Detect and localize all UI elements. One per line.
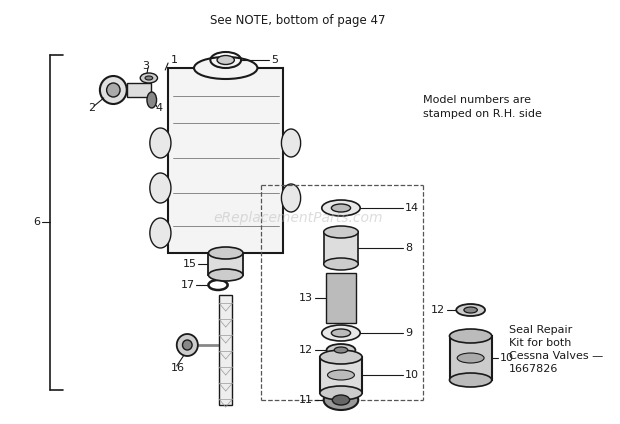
Text: Seal Repair: Seal Repair <box>509 325 572 335</box>
Text: Model numbers are: Model numbers are <box>423 95 531 105</box>
Text: 1667826: 1667826 <box>509 364 559 374</box>
Text: Kit for both: Kit for both <box>509 338 572 348</box>
Ellipse shape <box>322 325 360 341</box>
Bar <box>450 336 492 380</box>
Bar <box>168 68 283 253</box>
Ellipse shape <box>177 334 198 356</box>
Ellipse shape <box>324 390 358 410</box>
Ellipse shape <box>324 258 358 270</box>
Text: 5: 5 <box>271 55 278 65</box>
Ellipse shape <box>457 353 484 363</box>
Text: 10: 10 <box>500 353 513 363</box>
Bar <box>126 83 151 97</box>
Bar <box>219 295 232 405</box>
Text: 10: 10 <box>405 370 419 380</box>
Text: eReplacementParts.com: eReplacementParts.com <box>213 211 383 225</box>
Ellipse shape <box>327 344 355 356</box>
Text: 1: 1 <box>171 55 178 65</box>
Text: 2: 2 <box>89 103 95 113</box>
Text: 13: 13 <box>299 293 313 303</box>
Ellipse shape <box>450 329 492 343</box>
Ellipse shape <box>450 373 492 387</box>
Ellipse shape <box>147 92 157 108</box>
Ellipse shape <box>182 340 192 350</box>
Ellipse shape <box>107 83 120 97</box>
Text: 11: 11 <box>299 395 313 405</box>
Ellipse shape <box>100 76 126 104</box>
Ellipse shape <box>208 269 243 281</box>
Ellipse shape <box>217 56 234 64</box>
Text: 8: 8 <box>405 243 412 253</box>
Ellipse shape <box>322 200 360 216</box>
Ellipse shape <box>324 226 358 238</box>
Ellipse shape <box>327 370 355 380</box>
Text: 9: 9 <box>405 328 412 338</box>
Text: 16: 16 <box>171 363 185 373</box>
Ellipse shape <box>145 76 153 80</box>
Ellipse shape <box>150 218 171 248</box>
Ellipse shape <box>320 386 362 400</box>
Ellipse shape <box>281 129 301 157</box>
Ellipse shape <box>456 304 485 316</box>
Ellipse shape <box>332 395 350 405</box>
Text: Cessna Valves —: Cessna Valves — <box>509 351 603 361</box>
Text: 12: 12 <box>430 305 445 315</box>
Text: stamped on R.H. side: stamped on R.H. side <box>423 109 541 119</box>
Ellipse shape <box>208 247 243 259</box>
Text: 15: 15 <box>183 259 197 269</box>
Bar <box>208 253 243 275</box>
Text: 17: 17 <box>181 280 195 290</box>
Text: 14: 14 <box>405 203 420 213</box>
Ellipse shape <box>464 307 477 313</box>
Ellipse shape <box>150 173 171 203</box>
Ellipse shape <box>140 73 157 83</box>
Bar <box>326 273 356 323</box>
Bar <box>324 232 358 264</box>
Ellipse shape <box>194 57 257 79</box>
Text: 6: 6 <box>33 217 40 227</box>
Ellipse shape <box>320 350 362 364</box>
Ellipse shape <box>331 204 350 212</box>
Ellipse shape <box>331 329 350 337</box>
Ellipse shape <box>334 347 348 353</box>
Text: See NOTE, bottom of page 47: See NOTE, bottom of page 47 <box>210 14 386 27</box>
Text: 3: 3 <box>142 61 149 71</box>
Ellipse shape <box>150 128 171 158</box>
Ellipse shape <box>281 184 301 212</box>
Text: 4: 4 <box>156 103 162 113</box>
Bar <box>320 357 362 393</box>
Text: 12: 12 <box>299 345 313 355</box>
